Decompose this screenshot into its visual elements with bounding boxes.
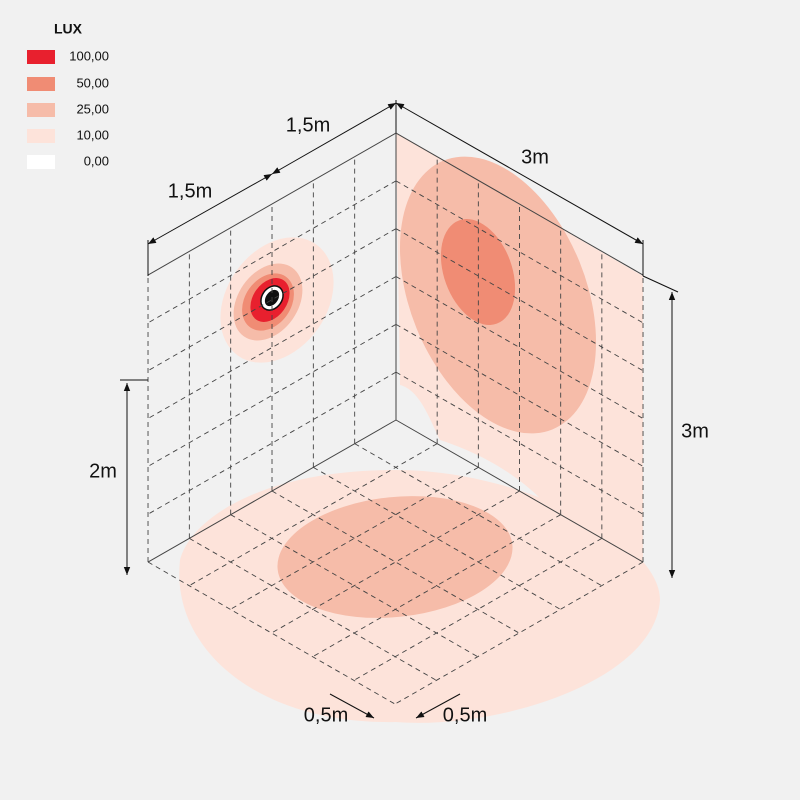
grid-line [313,466,561,610]
legend: 100,00 50,00 25,00 10,00 0,00 [27,48,109,169]
legend-swatch [27,155,55,169]
dimension-label: 3m [521,146,549,168]
dimension-label: 1,5m [168,180,212,202]
dim-line [415,693,461,719]
light-areas [179,133,660,723]
dim-line [271,102,397,175]
grid-line [147,561,396,705]
grid-line [147,323,397,467]
dimension-label: 0,5m [443,704,487,726]
dimension-label: 1,5m [286,114,330,136]
dim-line [329,693,375,719]
grid-line [147,180,397,324]
area-50 [440,219,516,325]
grid-line [147,419,397,563]
area-25 [277,496,513,618]
legend-label: 25,00 [76,101,109,116]
dim-line [395,102,644,245]
dimension-lines [120,100,679,719]
room-grid [147,132,644,705]
legend-label: 100,00 [69,48,109,63]
legend-label: 10,00 [76,127,109,142]
grid-line [353,537,603,681]
legend-swatch [27,129,55,143]
legend-label: 50,00 [76,75,109,90]
grid-line [271,490,520,634]
dimension-label: 2m [89,460,117,482]
legend-swatch [27,50,55,64]
grid-line [271,490,520,634]
ext-line [642,275,679,293]
grid-line [394,561,644,705]
legend-swatch [27,77,55,91]
dim-line [147,173,273,245]
legend-swatch [27,103,55,117]
grid-line [395,323,644,467]
dimension-label: 3m [681,420,709,442]
legend-title: LUX [54,21,83,37]
grid-line [147,276,397,419]
dimension-label: 0,5m [304,704,348,726]
grid-line [395,276,644,419]
legend-label: 0,00 [84,153,109,168]
grid-line [395,419,644,563]
